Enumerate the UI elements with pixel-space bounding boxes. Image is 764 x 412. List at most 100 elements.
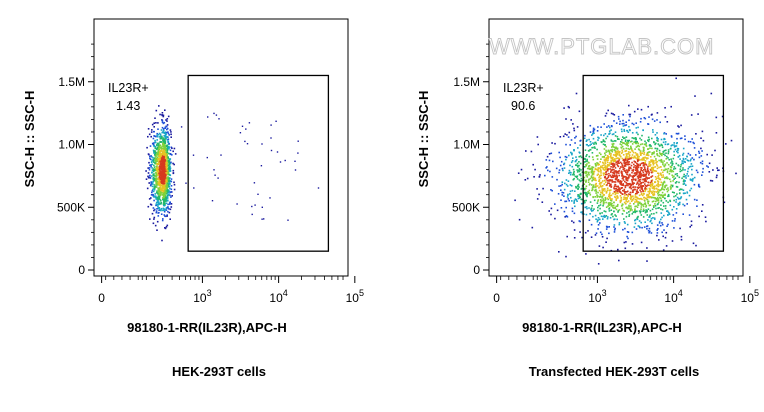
event-dot [646,172,648,174]
event-dot [648,231,650,234]
event-dot [605,149,607,152]
event-dot [615,191,617,194]
event-dot [632,157,634,159]
event-dot [656,139,658,142]
event-dot [630,207,632,209]
event-dot [634,205,636,208]
gate-rectangle [187,74,330,252]
event-dot [657,189,660,191]
event-dot [573,149,575,151]
event-dot [624,180,626,183]
event-dot [590,207,593,209]
event-dot [666,225,668,227]
event-dot [642,162,644,164]
event-dot [573,129,576,132]
event-dot [164,145,166,148]
event-dot [614,167,617,169]
event-dot [570,139,573,141]
event-dot [656,196,659,199]
event-dot [192,154,195,156]
event-dot [556,209,559,212]
event-dot [162,163,165,165]
event-dot [153,145,155,148]
event-dot [680,164,682,166]
event-dot [603,172,606,175]
event-dot [169,149,172,152]
event-dot [598,187,600,189]
event-dot [644,140,646,143]
event-dot [585,155,587,158]
event-dot [697,113,699,115]
event-dot [639,173,641,176]
event-dot [169,183,171,185]
event-dot [674,195,677,197]
event-dot [625,124,628,126]
event-dot [153,169,156,171]
event-dot [621,130,623,133]
event-dot [613,146,615,148]
event-dot [164,184,166,187]
event-dot [592,142,594,144]
event-dot [159,178,162,180]
event-dot [622,198,625,201]
event-dot [153,161,155,163]
event-dot [585,213,588,216]
event-dot [682,203,684,206]
event-dot [630,195,632,198]
event-dot [608,130,611,132]
event-dot [160,162,162,164]
event-dot [585,172,587,175]
event-dot [620,205,623,207]
event-dot [614,214,616,216]
event-dot [160,203,162,205]
event-dot [571,165,574,168]
event-dot [642,169,645,171]
event-dot [638,149,641,151]
event-dot [666,177,668,180]
event-dot [639,159,641,161]
event-dot [628,177,630,179]
event-dot [615,170,617,172]
event-dot [166,136,169,138]
event-dot [160,147,163,149]
event-dot [570,185,573,187]
event-dot [654,143,656,146]
event-dot [650,182,652,184]
event-dot [168,185,171,187]
event-dot [661,154,663,157]
event-dot [663,165,666,168]
event-dot [603,169,606,171]
event-dot [673,144,675,146]
event-dot [721,115,724,118]
event-dot [594,141,596,144]
event-dot [622,175,625,177]
event-dot [672,214,675,216]
event-dot [159,113,161,116]
event-dot [673,195,675,198]
event-dot [619,188,621,191]
event-dot [706,153,708,156]
event-dot [698,150,700,153]
event-dot [621,141,623,144]
event-dot [663,132,665,135]
event-dot [163,146,165,149]
event-dot [156,183,159,185]
event-dot [156,208,158,210]
event-dot [630,205,632,207]
event-dot [611,158,614,160]
event-dot [690,179,692,181]
event-dot [634,222,637,225]
event-dot [600,215,603,218]
event-dot [598,196,601,198]
event-dot [638,220,641,222]
event-dot [632,183,634,186]
event-dot [594,177,597,180]
event-dot [164,144,166,146]
event-dot [642,171,645,174]
event-dot [622,119,624,122]
event-dot [677,133,679,135]
event-dot [590,175,593,177]
event-dot [652,187,654,190]
event-dot [695,154,697,156]
event-dot [161,145,163,148]
